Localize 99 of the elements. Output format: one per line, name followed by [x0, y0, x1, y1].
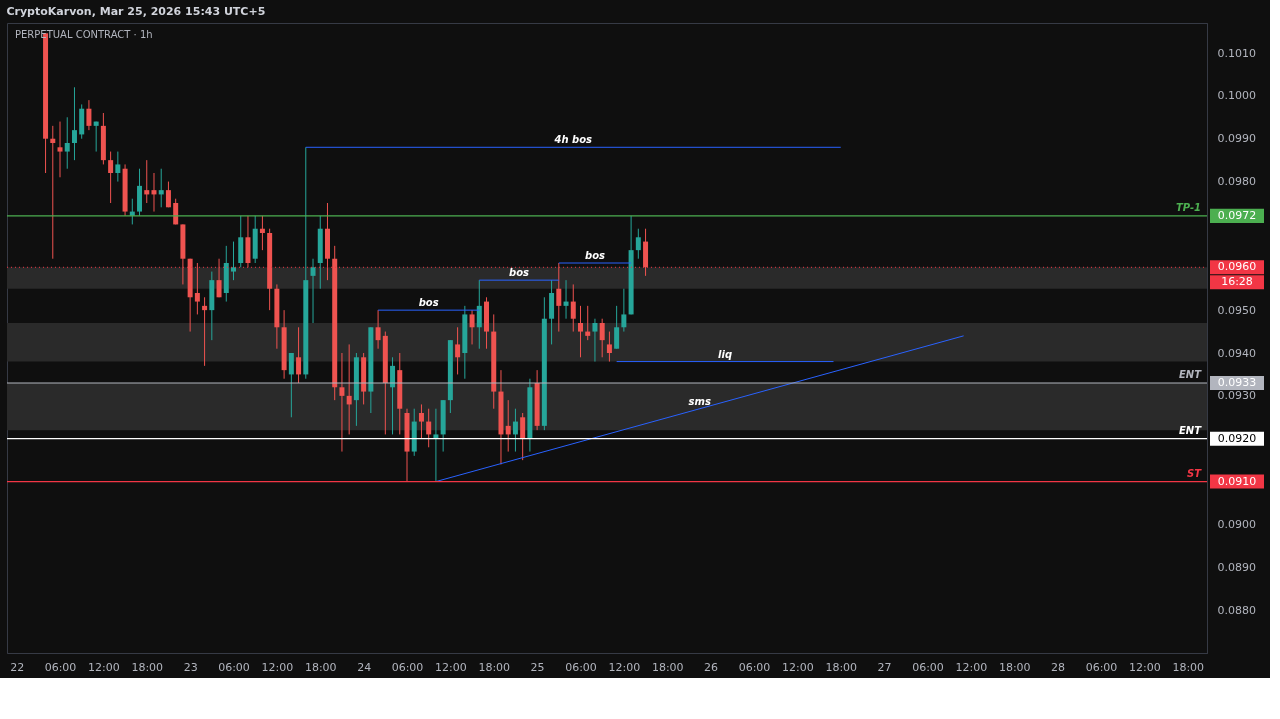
- y-tick-label: 0.0990: [1217, 132, 1256, 146]
- candlestick: [288, 352, 294, 418]
- x-tick-label: 28: [1051, 660, 1066, 674]
- y-tick-label: 0.0950: [1217, 303, 1256, 317]
- y-tick-label: 0.0930: [1217, 389, 1256, 403]
- candlestick: [151, 172, 157, 213]
- y-tick-label: 0.1010: [1217, 46, 1256, 60]
- candlestick: [375, 309, 381, 350]
- x-tick-label: 18:00: [131, 660, 164, 674]
- x-tick-label: 12:00: [608, 660, 641, 674]
- candlestick: [455, 326, 461, 375]
- x-tick-label: 06:00: [391, 660, 424, 674]
- candlestick: [563, 279, 569, 320]
- candlestick: [556, 262, 562, 333]
- x-tick-label: 12:00: [261, 660, 294, 674]
- text: 16:28: [1221, 275, 1253, 289]
- candlestick: [599, 318, 605, 358]
- candlestick: [433, 408, 439, 483]
- y-tick-label: 0.0880: [1217, 603, 1256, 617]
- series-label: bos: [509, 267, 530, 279]
- x-tick-label: 06:00: [218, 660, 250, 674]
- candlestick: [476, 279, 482, 350]
- x-tick-label: 06:00: [565, 660, 597, 674]
- y-tick-label: 0.1000: [1217, 89, 1256, 103]
- text: 0.0972: [1217, 208, 1257, 222]
- text: 0.0960: [1217, 260, 1257, 274]
- candlestick: [194, 262, 200, 315]
- series-label: bos: [418, 297, 439, 309]
- candlestick: [93, 121, 99, 153]
- candlestick: [259, 215, 265, 251]
- x-tick-label: 25: [530, 660, 545, 674]
- candlestick: [115, 151, 121, 183]
- ref-line-label: TP-1: [1175, 201, 1201, 213]
- y-tick-label: 0.0980: [1217, 175, 1256, 189]
- x-tick-label: 06:00: [1085, 660, 1118, 674]
- candlestick: [635, 228, 641, 260]
- candlestick: [520, 412, 526, 461]
- candlestick: [57, 121, 63, 178]
- candlestick: [50, 125, 56, 260]
- candlestick: [216, 258, 222, 298]
- candlestick: [231, 241, 237, 281]
- candlestick: [585, 305, 591, 341]
- x-tick-label: 23: [183, 660, 198, 674]
- candlestick: [570, 283, 576, 333]
- candlestick: [86, 99, 92, 131]
- x-tick-label: 27: [877, 660, 892, 674]
- x-tick-label: 22: [10, 660, 25, 674]
- x-tick-label: 18:00: [998, 660, 1031, 674]
- candlestick: [614, 305, 620, 350]
- x-tick-label: 12:00: [1129, 660, 1161, 674]
- y-tick-label: 0.0940: [1217, 346, 1256, 360]
- ref-line-label: ST: [1186, 467, 1203, 479]
- candlestick: [469, 309, 475, 345]
- x-tick-label: 18:00: [651, 660, 684, 674]
- x-tick-label: 18:00: [304, 660, 337, 674]
- candlestick: [346, 343, 352, 435]
- text: 0.0910: [1217, 474, 1257, 488]
- candlestick: [505, 399, 511, 453]
- x-tick-label: 06:00: [44, 660, 77, 674]
- candlestick: [339, 352, 345, 453]
- candlestick: [426, 408, 432, 448]
- candlestick: [577, 305, 583, 358]
- x-tick-label: 26: [704, 660, 719, 674]
- x-tick-label: 12:00: [955, 660, 988, 674]
- series-label: sms: [688, 395, 711, 407]
- ref-line-label: ENT: [1178, 424, 1203, 436]
- x-tick-label: 24: [357, 660, 372, 674]
- candlestick: [71, 86, 77, 161]
- candlestick: [310, 258, 316, 324]
- candlestick: [64, 116, 70, 170]
- candlestick: [592, 318, 598, 363]
- x-tick-label: 18:00: [1172, 660, 1205, 674]
- text: 0.0933: [1217, 376, 1257, 389]
- candlestick: [606, 331, 612, 363]
- y-tick-label: 0.0900: [1217, 517, 1256, 531]
- candlestick: [296, 326, 302, 384]
- candlestick: [165, 181, 171, 208]
- x-tick-label: 06:00: [912, 660, 944, 674]
- x-tick-label: 12:00: [88, 660, 120, 674]
- candlestick: [512, 408, 518, 453]
- x-tick-label: 18:00: [825, 660, 858, 674]
- x-tick-label: 06:00: [738, 660, 771, 674]
- candlestick: [621, 288, 627, 333]
- x-tick-label: 18:00: [478, 660, 511, 674]
- text: CryptoKarvon, Mar 25, 2026 15:43 UTC+5: [6, 5, 266, 18]
- candlestick: [418, 403, 424, 440]
- text: 0.0920: [1217, 431, 1257, 445]
- series-label: bos: [584, 250, 605, 261]
- candlestick: [158, 168, 164, 208]
- ref-line-label: ENT: [1178, 369, 1203, 380]
- candlestick: [108, 151, 114, 204]
- series-label: liq: [718, 348, 733, 360]
- candlestick: [144, 159, 150, 204]
- x-tick-label: 12:00: [435, 660, 467, 674]
- series-label: 4h bos: [553, 134, 593, 146]
- text: PERPETUAL CONTRACT · 1h: [15, 29, 153, 40]
- y-tick-label: 0.0890: [1217, 560, 1256, 574]
- candlestick: [202, 296, 208, 367]
- x-tick-label: 12:00: [782, 660, 814, 674]
